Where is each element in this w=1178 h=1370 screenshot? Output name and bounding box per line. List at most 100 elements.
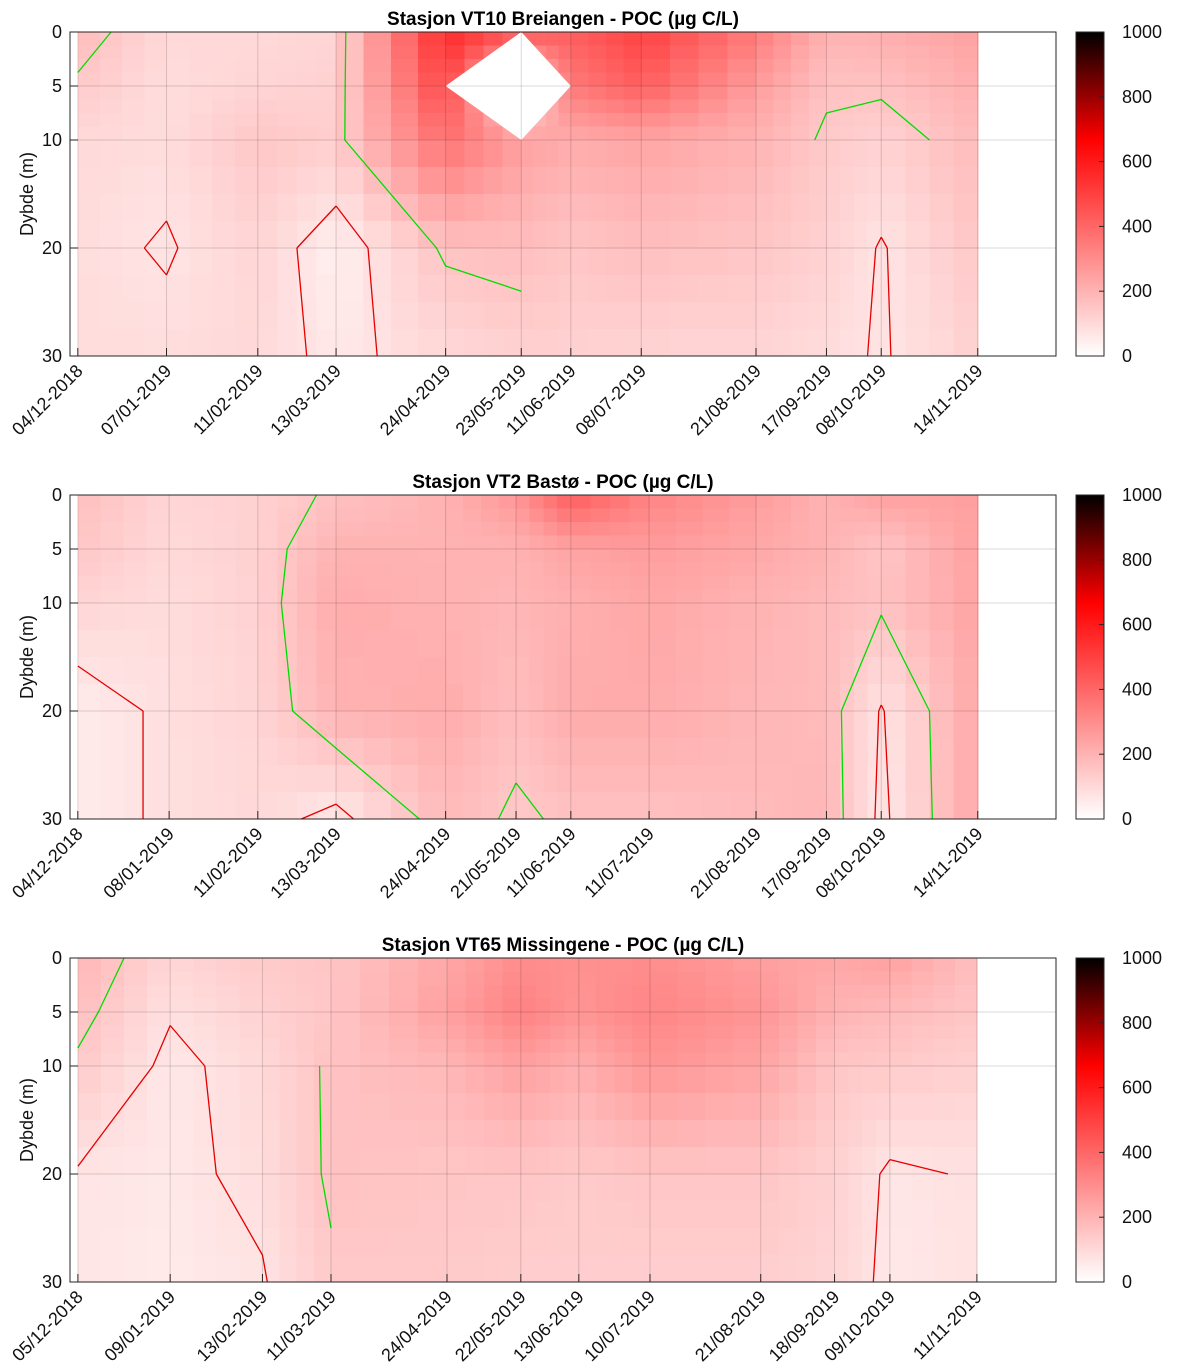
heat-cell [239, 1228, 264, 1256]
heat-cell [590, 765, 611, 793]
heat-cell [389, 1174, 419, 1202]
heat-cell [77, 1228, 102, 1256]
heat-cell [705, 958, 734, 973]
heat-cell [756, 589, 775, 604]
heat-cell [876, 1228, 891, 1256]
heat-cell [124, 1201, 148, 1229]
heat-cell [100, 711, 125, 739]
heat-cell [463, 535, 482, 550]
heat-cell [502, 194, 522, 222]
heat-cell [669, 167, 700, 195]
heat-cell [557, 508, 572, 523]
heat-cell [464, 140, 485, 168]
heat-cell [313, 1120, 332, 1148]
heat-cell [816, 1201, 836, 1229]
heat-cell [905, 99, 931, 114]
heat-cell [881, 562, 906, 577]
heat-cell [100, 589, 125, 604]
heat-cell [834, 1052, 849, 1067]
heat-cell [840, 45, 855, 60]
heat-cell [234, 59, 259, 74]
heat-cell [147, 1255, 171, 1283]
heat-cell [313, 1228, 332, 1256]
heat-cell [826, 275, 841, 303]
heat-cell [316, 522, 337, 537]
heat-cell [590, 562, 611, 577]
heat-cell [881, 508, 906, 523]
heat-cell [480, 684, 500, 712]
heat-cell [124, 971, 148, 986]
heat-cell [277, 86, 298, 101]
heat-cell [313, 985, 332, 1000]
heat-cell [336, 630, 365, 658]
heat-cell [144, 167, 168, 195]
heat-cell [169, 495, 192, 510]
colorbar-tick-label: 0 [1122, 809, 1132, 829]
heat-cell [614, 971, 633, 986]
heat-cell [867, 45, 882, 60]
heat-cell [166, 59, 190, 74]
heat-cell [760, 1066, 780, 1094]
heat-cell [549, 1228, 565, 1256]
heat-cell [929, 167, 955, 195]
heat-cell [590, 657, 611, 685]
heat-cell [889, 1052, 913, 1067]
heat-cell [77, 72, 101, 87]
heat-cell [853, 576, 869, 591]
heat-cell [169, 684, 192, 712]
heat-cell [316, 126, 337, 141]
heat-cell [463, 576, 482, 591]
heat-cell [911, 958, 935, 973]
heat-cell [418, 45, 447, 60]
heat-cell [905, 302, 931, 330]
colorbar-gradient [1075, 957, 1105, 1283]
heat-cell [331, 1201, 361, 1229]
heat-cell [516, 576, 531, 591]
heat-cell [760, 1012, 780, 1027]
heat-cell [826, 576, 841, 591]
heat-cell [363, 86, 392, 101]
heat-cell [848, 958, 863, 973]
heat-cell [840, 535, 855, 550]
colorbar-tick-label: 200 [1122, 281, 1152, 301]
heat-cell [702, 522, 730, 537]
heat-cell [447, 971, 467, 986]
heat-cell [791, 126, 810, 141]
contour-segment [296, 247, 308, 357]
heat-cell [170, 1120, 194, 1148]
heat-cell [296, 576, 318, 591]
heat-cell [516, 589, 531, 604]
heat-cell [418, 522, 447, 537]
heat-cell [650, 998, 679, 1013]
heat-cell [596, 985, 616, 1000]
heat-cell [649, 535, 677, 550]
heat-cell [189, 140, 213, 168]
heat-cell [614, 958, 633, 973]
heat-cell [483, 32, 503, 47]
heat-cell [675, 508, 704, 523]
heat-cell [867, 522, 882, 537]
heat-cell [100, 535, 125, 550]
heat-cell [213, 711, 237, 739]
heat-cell [848, 1039, 863, 1054]
heat-cell [100, 1039, 125, 1054]
heat-cell [123, 495, 147, 510]
heat-cell [316, 140, 337, 168]
heat-cell [257, 495, 278, 510]
heat-cell [529, 738, 545, 766]
heat-cell [100, 508, 125, 523]
heat-cell [596, 1039, 616, 1054]
heat-cell [773, 126, 792, 141]
heat-cell [564, 1228, 580, 1256]
heat-cell [558, 275, 572, 303]
heat-cell [277, 495, 298, 510]
heat-cell [705, 1147, 734, 1175]
heat-cell [867, 684, 882, 712]
heat-cell [876, 1201, 891, 1229]
heat-cell [773, 140, 792, 168]
heat-cell [262, 1255, 281, 1283]
heat-cell [760, 985, 780, 1000]
heat-cell [77, 1255, 102, 1283]
heat-cell [953, 522, 979, 537]
heat-cell [191, 603, 215, 631]
